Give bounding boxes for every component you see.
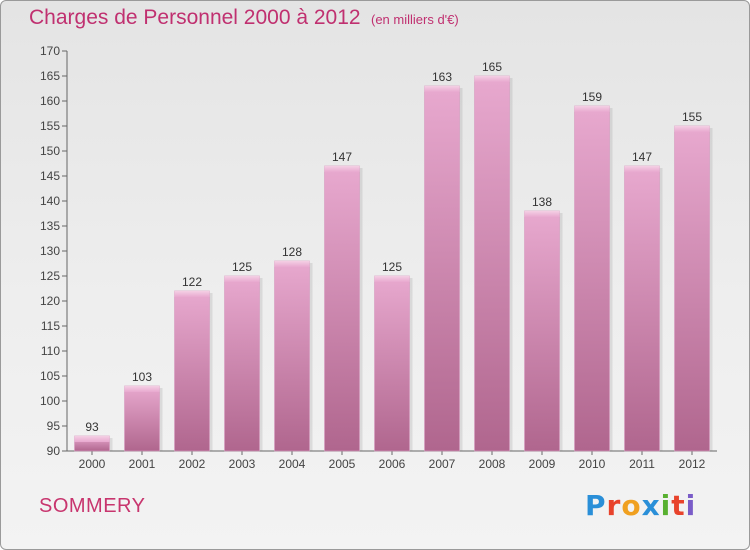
data-label: 103 <box>132 370 152 384</box>
bar-highlight <box>124 386 160 392</box>
logo-letter: o <box>621 489 642 522</box>
y-tick-label: 160 <box>40 94 60 108</box>
data-label: 122 <box>182 275 202 289</box>
x-tick-label: 2001 <box>129 457 156 471</box>
bar <box>474 75 510 452</box>
y-tick-label: 150 <box>40 144 60 158</box>
x-tick-label: 2009 <box>529 457 556 471</box>
y-tick-label: 95 <box>47 419 61 433</box>
data-label: 155 <box>682 110 702 124</box>
bar <box>224 275 260 452</box>
data-label: 163 <box>432 70 452 84</box>
x-tick-label: 2006 <box>379 457 406 471</box>
bar-highlight <box>274 261 310 267</box>
data-label: 125 <box>382 260 402 274</box>
bars <box>74 75 713 452</box>
bar <box>274 260 310 452</box>
bar-highlight <box>374 276 410 282</box>
bar-highlight <box>224 276 260 282</box>
y-tick-label: 130 <box>40 244 60 258</box>
proxiti-logo: Proxiti <box>585 489 696 522</box>
y-tick-label: 110 <box>41 344 60 358</box>
y-tick-label: 140 <box>40 194 60 208</box>
bar <box>124 385 160 452</box>
bar <box>674 125 710 452</box>
bar <box>324 165 360 452</box>
logo-letter: x <box>641 489 661 522</box>
y-tick-label: 145 <box>40 169 60 183</box>
y-tick-label: 125 <box>40 269 60 283</box>
logo-letter: r <box>606 489 622 522</box>
bar-highlight <box>474 76 510 82</box>
x-tick-label: 2011 <box>629 457 655 471</box>
bar-highlight <box>324 166 360 172</box>
labels: 93 103 122 125 128 147 125 163 165 138 159 147 155 <box>85 60 702 434</box>
data-label: 93 <box>85 420 99 434</box>
data-label: 159 <box>582 90 602 104</box>
bar <box>574 105 610 452</box>
bar-highlight <box>174 291 210 297</box>
logo-letter: P <box>585 489 607 522</box>
y-tick-label: 170 <box>40 44 60 58</box>
commune-name: SOMMERY <box>39 495 146 517</box>
y-tick-label: 90 <box>47 444 61 458</box>
y-tick-label: 115 <box>41 319 60 333</box>
bar <box>374 275 410 452</box>
bar <box>624 165 660 452</box>
data-label: 147 <box>332 150 352 164</box>
chart-title: Charges de Personnel 2000 à 2012 <box>29 6 361 29</box>
y-tick-label: 155 <box>40 119 60 133</box>
bar-highlight <box>524 211 560 217</box>
logo-letter: i <box>685 489 697 522</box>
data-label: 138 <box>532 195 552 209</box>
y-tick-label: 100 <box>40 394 60 408</box>
data-label: 147 <box>632 150 652 164</box>
y-tick-label: 165 <box>40 69 60 83</box>
bar-highlight <box>624 166 660 172</box>
chart-unit: (en milliers d'€) <box>371 12 459 27</box>
logo-letter: i <box>660 489 672 522</box>
x-tick-label: 2008 <box>479 457 506 471</box>
bar-highlight <box>674 126 710 132</box>
y-tick-label: 120 <box>40 294 60 308</box>
bar-highlight <box>74 436 110 442</box>
data-label: 165 <box>482 60 502 74</box>
x-tick-label: 2004 <box>279 457 306 471</box>
x-tick-label: 2005 <box>329 457 356 471</box>
data-label: 128 <box>282 245 302 259</box>
data-label: 125 <box>232 260 252 274</box>
bar-highlight <box>574 106 610 112</box>
x-tick-label: 2010 <box>579 457 606 471</box>
x-tick-label: 2000 <box>79 457 106 471</box>
bar-highlight <box>424 86 460 92</box>
x-tick-label: 2002 <box>179 457 206 471</box>
bar <box>524 210 560 452</box>
x-tick-label: 2007 <box>429 457 456 471</box>
bar <box>174 290 210 452</box>
y-tick-label: 105 <box>40 369 60 383</box>
x-tick-label: 2003 <box>229 457 256 471</box>
y-tick-label: 135 <box>40 219 60 233</box>
x-tick-label: 2012 <box>679 457 706 471</box>
bar <box>424 85 460 452</box>
logo-letter: t <box>671 489 686 522</box>
